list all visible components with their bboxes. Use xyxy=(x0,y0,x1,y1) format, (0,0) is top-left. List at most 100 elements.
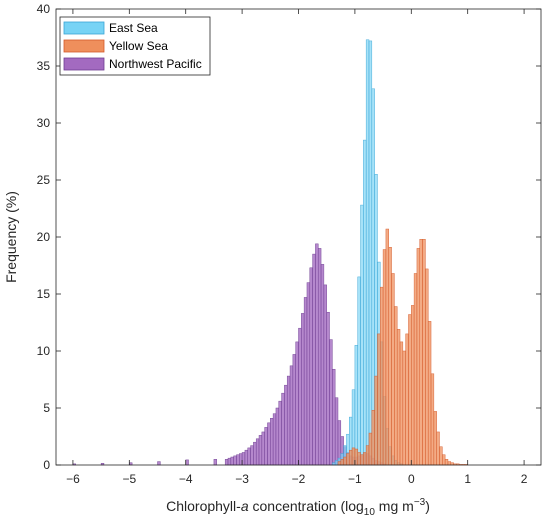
x-axis-label: Chlorophyll-a concentration (log10 mg m−… xyxy=(166,497,430,518)
bar-east-sea xyxy=(357,276,361,466)
bar-northwest-pacific xyxy=(264,427,268,466)
bar-yellow-sea xyxy=(425,268,429,466)
y-tick-label: 40 xyxy=(37,2,51,16)
bar-yellow-sea xyxy=(442,454,446,466)
x-tick-label: −3 xyxy=(235,472,249,486)
y-tick-label: 5 xyxy=(43,401,50,415)
y-tick-label: 35 xyxy=(37,59,51,73)
bar-northwest-pacific xyxy=(185,459,189,466)
bar-northwest-pacific xyxy=(329,339,333,466)
x-axis-label-suffix: ) xyxy=(425,498,430,514)
legend-label-east-sea: East Sea xyxy=(109,21,158,35)
x-axis-label-italic: a xyxy=(241,498,249,514)
bar-northwest-pacific xyxy=(295,341,299,466)
bar-yellow-sea xyxy=(427,321,432,466)
bar-northwest-pacific xyxy=(250,445,254,466)
bar-northwest-pacific xyxy=(286,375,291,466)
bar-east-sea xyxy=(368,40,373,466)
bar-yellow-sea xyxy=(402,350,406,466)
bar-yellow-sea xyxy=(399,341,404,466)
x-tick-label: −1 xyxy=(348,472,362,486)
x-tick-label: 2 xyxy=(521,472,528,486)
bar-northwest-pacific xyxy=(315,243,319,466)
bar-east-sea xyxy=(363,139,367,466)
bar-yellow-sea xyxy=(439,446,443,466)
x-tick-label: −6 xyxy=(66,472,80,486)
bar-yellow-sea xyxy=(380,286,384,466)
x-axis-label-subscript: 10 xyxy=(364,507,376,518)
bar-yellow-sea xyxy=(396,329,401,466)
bar-northwest-pacific xyxy=(306,282,311,466)
bar-yellow-sea xyxy=(346,453,350,466)
bar-yellow-sea xyxy=(394,306,398,466)
legend: East Sea Yellow Sea Northwest Pacific xyxy=(59,16,211,76)
y-tick-label: 20 xyxy=(37,230,51,244)
bar-east-sea xyxy=(365,39,370,466)
bar-yellow-sea xyxy=(357,452,361,466)
bar-yellow-sea xyxy=(405,333,409,466)
bar-northwest-pacific xyxy=(272,413,277,466)
bar-yellow-sea xyxy=(340,459,344,466)
bar-yellow-sea xyxy=(391,273,395,466)
bar-yellow-sea xyxy=(351,447,356,466)
bar-yellow-sea xyxy=(419,239,423,466)
x-tick-label: 0 xyxy=(408,472,415,486)
y-tick-label: 30 xyxy=(37,116,51,130)
bar-northwest-pacific xyxy=(247,447,251,466)
bar-northwest-pacific xyxy=(236,454,240,466)
bar-yellow-sea xyxy=(371,410,375,466)
bar-northwest-pacific xyxy=(230,456,234,466)
bar-yellow-sea xyxy=(422,239,426,466)
bar-yellow-sea xyxy=(385,228,389,466)
bar-northwest-pacific xyxy=(323,284,327,466)
bar-yellow-sea xyxy=(408,314,412,466)
bar-northwest-pacific xyxy=(301,313,305,466)
bar-northwest-pacific xyxy=(224,459,229,466)
bar-yellow-sea xyxy=(377,333,381,466)
bar-northwest-pacific xyxy=(312,253,316,466)
bar-east-sea xyxy=(354,345,358,466)
bar-yellow-sea xyxy=(363,452,367,466)
bar-east-sea xyxy=(334,460,339,466)
bar-northwest-pacific xyxy=(278,400,282,466)
bar-yellow-sea xyxy=(433,411,437,466)
bar-east-sea xyxy=(371,88,375,466)
bar-yellow-sea xyxy=(354,448,358,466)
bar-yellow-sea xyxy=(447,461,452,466)
bar-northwest-pacific xyxy=(303,297,308,466)
bar-northwest-pacific xyxy=(320,264,325,466)
bar-yellow-sea xyxy=(343,456,347,466)
y-axis-label: Frequency (%) xyxy=(3,191,19,283)
bar-northwest-pacific xyxy=(157,461,161,466)
bar-yellow-sea xyxy=(337,461,342,466)
bar-northwest-pacific xyxy=(298,327,302,466)
bar-yellow-sea xyxy=(365,445,370,466)
bar-northwest-pacific xyxy=(289,365,294,466)
bar-northwest-pacific xyxy=(292,354,296,466)
bar-northwest-pacific xyxy=(275,407,280,466)
bar-northwest-pacific xyxy=(332,368,336,466)
x-axis-label-middle: concentration (log xyxy=(249,498,364,514)
bar-yellow-sea xyxy=(388,247,392,466)
bar-northwest-pacific xyxy=(244,449,248,466)
legend-label-yellow-sea: Yellow Sea xyxy=(109,39,168,53)
x-tick-label: −5 xyxy=(122,472,136,486)
bar-northwest-pacific xyxy=(241,452,246,466)
bar-northwest-pacific xyxy=(326,311,330,466)
bar-yellow-sea xyxy=(413,273,418,466)
bar-northwest-pacific xyxy=(253,441,257,466)
bar-northwest-pacific xyxy=(317,248,322,466)
x-axis-label-superscript: −3 xyxy=(414,497,426,508)
y-tick-label: 15 xyxy=(37,287,51,301)
bar-yellow-sea xyxy=(374,375,378,466)
bar-northwest-pacific xyxy=(281,392,285,466)
bar-yellow-sea xyxy=(444,459,449,466)
x-tick-label: −4 xyxy=(179,472,193,486)
bar-northwest-pacific xyxy=(213,459,217,466)
y-tick-label: 10 xyxy=(37,344,51,358)
bar-northwest-pacific xyxy=(270,418,274,466)
bar-northwest-pacific xyxy=(233,455,237,466)
bar-east-sea xyxy=(360,204,364,466)
